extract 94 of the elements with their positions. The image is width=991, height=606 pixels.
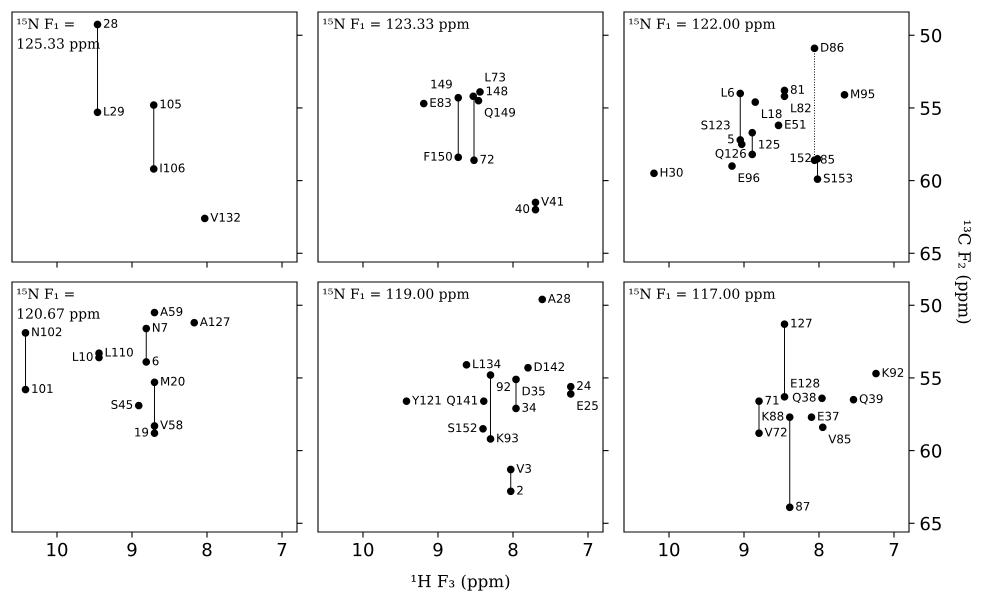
annotation: E37: [818, 412, 839, 421]
x-tick-label: 7: [890, 542, 898, 556]
x-tick-label: 9: [127, 542, 136, 556]
annotation: K93: [497, 433, 518, 442]
annotation: 28: [104, 18, 118, 28]
annotation: N7: [152, 323, 168, 332]
y-tick-label: 50: [920, 28, 942, 42]
annotation: L73: [486, 72, 506, 82]
annotation: S123: [701, 120, 730, 130]
annotation: 125: [759, 140, 780, 149]
y-tick-label: 60: [920, 444, 942, 458]
annotation: 85: [820, 154, 834, 164]
chart-title: ¹⁵N F₁ = 117.00 ppm: [629, 288, 776, 302]
annotation: V132: [210, 212, 240, 222]
annotation: E25: [577, 401, 598, 410]
annotation: V41: [541, 197, 564, 206]
annotation: L134: [473, 359, 501, 368]
annotation: L6: [722, 88, 734, 97]
annotation: V3: [516, 464, 531, 473]
y-tick-label: 65: [920, 516, 941, 530]
annotation: L10: [73, 352, 93, 362]
x-tick-label: 10: [353, 542, 374, 556]
annotation: V85: [828, 434, 850, 444]
annotation: 6: [152, 356, 159, 366]
annotation: Q126: [716, 148, 746, 160]
chart-title: ¹⁵N F₁ = 122.00 ppm: [629, 18, 776, 32]
annotation: Y121: [412, 396, 441, 404]
annotation: D35: [522, 386, 545, 396]
annotation: D142: [534, 362, 564, 372]
annotation: L29: [104, 106, 124, 116]
annotation: 149: [431, 80, 452, 89]
annotation: 152: [790, 153, 811, 162]
y-tick-label: 65: [920, 246, 941, 260]
annotation: V72: [764, 428, 786, 436]
chart-title: ¹⁵N F₁ = 123.33 ppm: [323, 18, 470, 32]
annotation: 127: [791, 318, 812, 328]
annotation: 34: [522, 402, 536, 412]
annotation: H30: [660, 168, 683, 177]
x-axis-title: ¹H F₃ (ppm): [412, 574, 510, 591]
annotation: A59: [160, 307, 182, 316]
annotation: 19: [135, 428, 148, 437]
annotation: E96: [738, 173, 760, 182]
annotation: N102: [32, 327, 62, 336]
y-axis-title: ¹³C F₂ (ppm): [955, 220, 972, 324]
annotation: E128: [791, 378, 820, 388]
annotation: 148: [486, 86, 508, 96]
y-tick-label: 50: [920, 298, 942, 312]
annotation: E83: [430, 98, 451, 107]
annotation: 87: [796, 502, 810, 511]
annotation: S153: [824, 174, 852, 183]
annotation: L82: [791, 103, 810, 112]
x-tick-label: 8: [508, 542, 518, 556]
annotation: V58: [160, 420, 182, 430]
annotation: 92: [496, 382, 510, 392]
annotation: Q149: [484, 108, 516, 118]
annotation: D86: [821, 42, 844, 52]
x-tick-label: 10: [47, 542, 68, 556]
annotation: L18: [762, 109, 782, 118]
text: ¹⁵N F₁ = 120.67 ppm: [17, 288, 100, 322]
x-tick-label: 7: [278, 542, 286, 556]
annotation: 40: [516, 204, 530, 214]
x-tick-label: 8: [202, 542, 212, 556]
annotation: 2: [517, 486, 523, 495]
annotation: I106: [160, 163, 185, 172]
x-tick-label: 9: [739, 542, 748, 556]
annotation: E51: [785, 120, 806, 129]
annotation: Q38: [792, 392, 816, 404]
annotation: S45: [111, 400, 132, 409]
y-tick-label: 60: [920, 174, 942, 188]
annotation: 105: [160, 100, 181, 108]
y-tick-label: 55: [920, 102, 941, 116]
x-tick-label: 7: [584, 542, 592, 556]
annotation: 71: [766, 396, 778, 404]
annotation: K92: [882, 368, 904, 377]
annotation: S152: [448, 423, 476, 432]
annotation: 72: [480, 154, 494, 164]
annotation: Q141: [447, 396, 478, 406]
annotation: A28: [548, 294, 570, 303]
x-tick-label: 8: [814, 542, 824, 556]
annotation: 5: [728, 134, 734, 144]
chart-title: ¹⁵N F₁ = 119.00 ppm: [323, 288, 470, 302]
x-tick-label: 10: [659, 542, 680, 556]
annotation: M95: [851, 89, 874, 98]
y-tick-label: 55: [920, 372, 941, 386]
annotation: Q39: [860, 394, 883, 405]
x-tick-label: 9: [433, 542, 442, 556]
annotation: M20: [161, 376, 184, 386]
annotation: K88: [762, 412, 784, 421]
annotation: 24: [577, 381, 591, 390]
annotation: F150: [424, 152, 452, 161]
annotation: 101: [32, 384, 52, 393]
annotation: 81: [790, 84, 804, 94]
annotation: A127: [200, 317, 230, 326]
annotation: L110: [106, 348, 133, 357]
